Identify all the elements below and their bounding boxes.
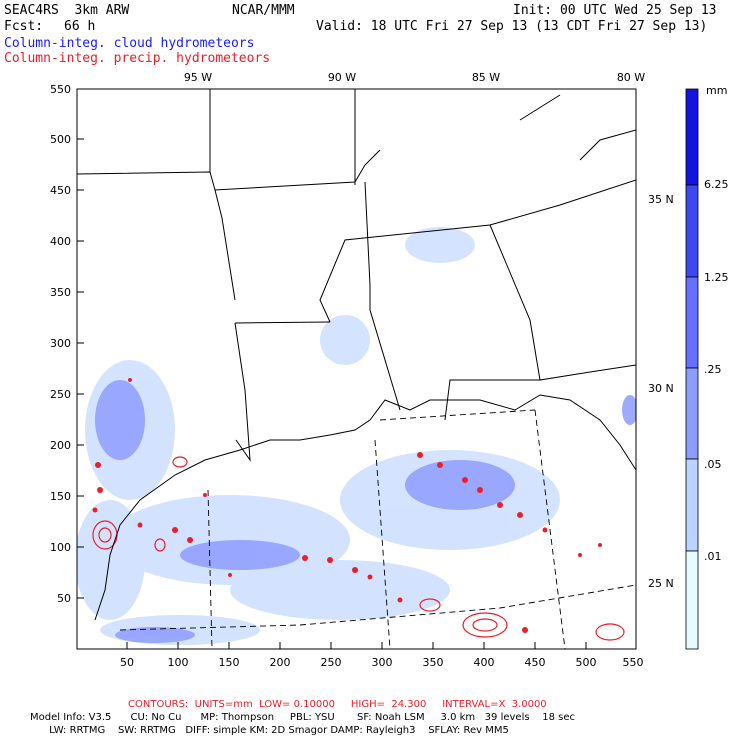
boundaries	[77, 89, 636, 621]
model-info-line2: LW: RRTMG SW: RRTMG DIFF: simple KM: 2D …	[30, 725, 509, 736]
contour-info: CONTOURS: UNITS=mm LOW= 0.10000 HIGH= 24…	[128, 699, 547, 710]
x-tick: 500	[576, 656, 597, 669]
latitude-labels: 35 N 30 N 25 N	[648, 193, 674, 590]
x-tick: 400	[474, 656, 495, 669]
y-tick: 250	[50, 388, 71, 401]
precip-cells	[92, 378, 602, 633]
x-tick: 350	[423, 656, 444, 669]
x-tick: 550	[623, 656, 644, 669]
field-precip-title: Column-integ. precip. hydrometeors	[4, 51, 271, 66]
init-time: Init: 00 UTC Wed 25 Sep 13	[513, 3, 717, 18]
y-tick: 50	[57, 592, 71, 605]
colorbar-segment	[685, 184, 699, 278]
x-tick: 150	[219, 656, 240, 669]
lat-label: 25 N	[648, 577, 674, 590]
y-tick: 450	[50, 184, 71, 197]
longitude-labels: 95 W 90 W 85 W 80 W	[184, 71, 645, 84]
model-title: SEAC4RS 3km ARW	[4, 3, 130, 18]
colorbar-label: 6.25	[704, 178, 729, 191]
lon-label: 80 W	[617, 71, 645, 84]
org-name: NCAR/MMM	[232, 3, 295, 18]
lat-label: 30 N	[648, 382, 674, 395]
plot-frame	[76, 88, 637, 650]
x-tick: 300	[372, 656, 393, 669]
colorbar-label: .25	[704, 363, 722, 376]
colorbar-segment	[685, 276, 699, 369]
x-tick: 200	[270, 656, 291, 669]
precip-contours	[92, 456, 625, 641]
y-tick: 300	[50, 337, 71, 350]
colorbar-segment	[685, 367, 699, 460]
colorbar-segment	[685, 550, 699, 650]
lat-label: 35 N	[648, 193, 674, 206]
y-tick: 500	[50, 133, 71, 146]
y-tick: 400	[50, 235, 71, 248]
field-cloud-title: Column-integ. cloud hydrometeors	[4, 36, 255, 51]
x-tick: 250	[321, 656, 342, 669]
x-tick: 450	[525, 656, 546, 669]
y-tick: 200	[50, 439, 71, 452]
y-tick: 150	[50, 490, 71, 503]
tick-marks	[77, 88, 587, 649]
colorbar-labels: mm 6.25 1.25 .25 .05 .01	[704, 84, 729, 563]
x-tick: 50	[120, 656, 134, 669]
valid-time: Valid: 18 UTC Fri 27 Sep 13 (13 CDT Fri …	[316, 19, 708, 34]
colorbar-label: .05	[704, 458, 722, 471]
forecast-label: Fcst:	[4, 19, 44, 34]
colorbar-label: .01	[704, 550, 722, 563]
colorbar-unit: mm	[706, 84, 727, 97]
cloud-field	[77, 227, 636, 645]
x-tick-labels: 50 100 150 200 250 300 350 400 450 500 5…	[120, 656, 644, 669]
lon-label: 95 W	[184, 71, 212, 84]
lon-label: 90 W	[328, 71, 356, 84]
model-info-line1: Model Info: V3.5 CU: No Cu MP: Thompson …	[30, 712, 576, 723]
colorbar-segment	[685, 88, 699, 186]
y-tick: 550	[50, 83, 71, 96]
y-tick: 350	[50, 286, 71, 299]
color-bar	[685, 88, 699, 650]
colorbar-label: 1.25	[704, 271, 729, 284]
y-tick: 100	[50, 541, 71, 554]
y-tick-labels: 50 100 150 200 250 300 350 400 450 500 5…	[50, 83, 71, 605]
forecast-hour: 66 h	[64, 19, 96, 34]
graticule	[119, 409, 636, 649]
lon-label: 85 W	[472, 71, 500, 84]
colorbar-segment	[685, 458, 699, 552]
x-tick: 100	[168, 656, 189, 669]
